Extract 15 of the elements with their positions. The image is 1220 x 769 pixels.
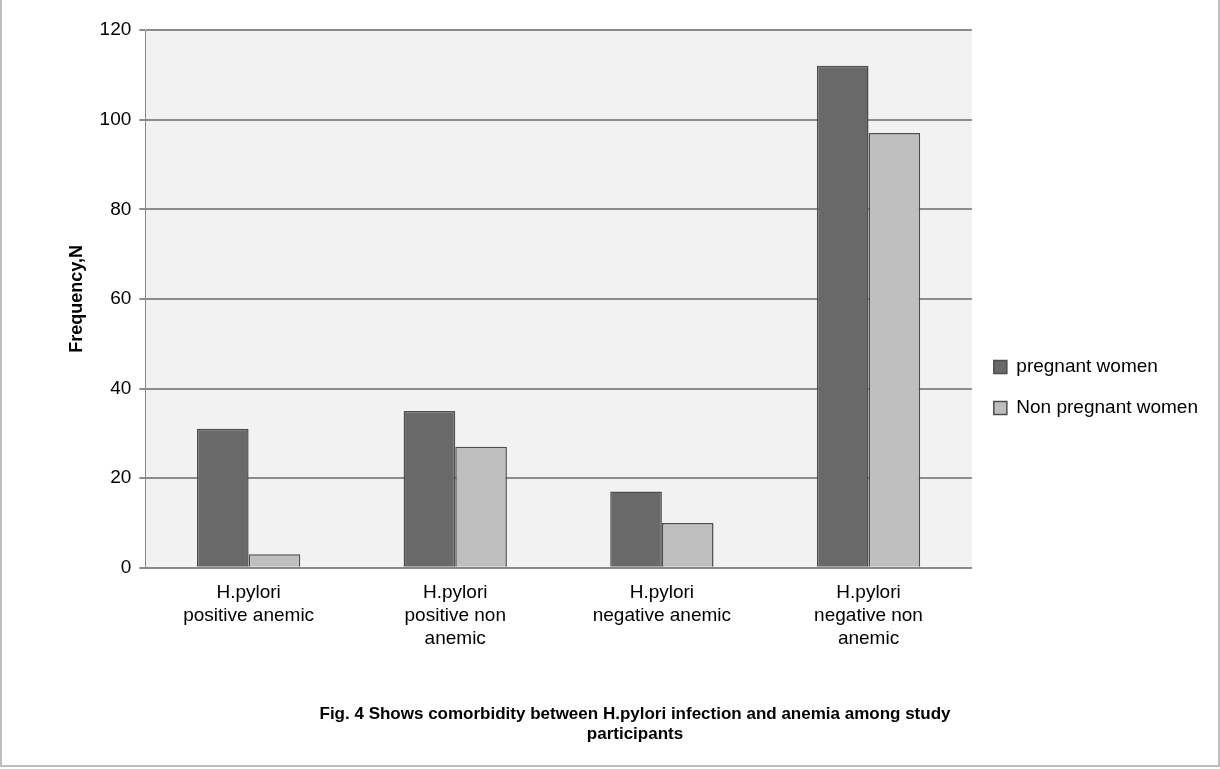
y-tick-label: 80 <box>110 197 132 219</box>
y-tick-label: 100 <box>99 107 132 129</box>
y-tick-label: 40 <box>110 376 132 398</box>
y-axis-title: Frequency,N <box>65 245 86 353</box>
x-tick-label: H.pylori positive non anemic <box>404 581 506 649</box>
y-tick-label: 120 <box>99 18 132 40</box>
y-tick-label: 60 <box>110 287 132 309</box>
x-tick-label: H.pylori negative anemic <box>592 581 732 626</box>
text: Fig. 4 Shows comorbidity between H.pylori infection and anemia among study participants <box>319 704 952 744</box>
legend-label: Non pregnant women <box>1016 396 1198 418</box>
x-tick-label: H.pylori positive anemic <box>183 581 315 626</box>
y-tick-label: 20 <box>110 466 132 488</box>
x-tick-label: H.pylori negative non anemic <box>814 581 923 649</box>
y-tick-label: 0 <box>120 556 132 578</box>
legend-label: pregnant women <box>1016 355 1158 377</box>
